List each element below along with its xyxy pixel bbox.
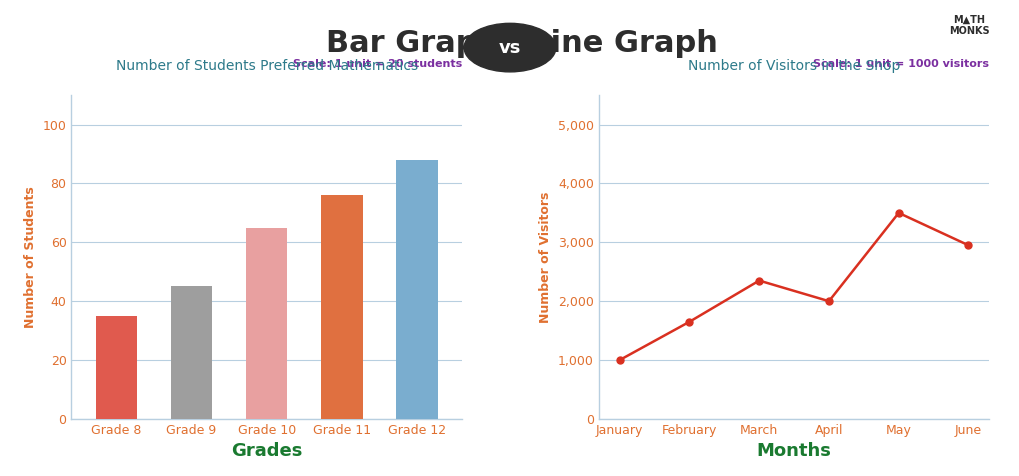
Bar xyxy=(171,287,212,419)
Text: Scale: 1 unit = 1000 visitors: Scale: 1 unit = 1000 visitors xyxy=(812,60,988,69)
Bar xyxy=(321,195,362,419)
Text: Bar Graph: Bar Graph xyxy=(326,29,510,58)
Text: Line Graph: Line Graph xyxy=(510,29,717,58)
Y-axis label: Number of Students: Number of Students xyxy=(24,186,37,328)
Y-axis label: Number of Visitors: Number of Visitors xyxy=(539,191,552,323)
Bar xyxy=(396,160,437,419)
Text: Scale: 1 unit = 20 students: Scale: 1 unit = 20 students xyxy=(292,60,462,69)
Text: M▲TH
MONKS: M▲TH MONKS xyxy=(948,14,988,36)
Bar xyxy=(246,228,287,419)
Bar xyxy=(96,316,137,419)
X-axis label: Months: Months xyxy=(756,442,830,460)
X-axis label: Grades: Grades xyxy=(231,442,302,460)
Ellipse shape xyxy=(464,23,555,72)
Title: Number of Visitors in the Shop: Number of Visitors in the Shop xyxy=(687,59,900,73)
Text: vs: vs xyxy=(498,39,521,57)
Title: Number of Students Preferred Mathematics: Number of Students Preferred Mathematics xyxy=(115,59,418,73)
